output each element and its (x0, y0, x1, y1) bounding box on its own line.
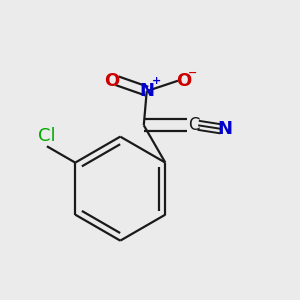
Text: N: N (218, 120, 232, 138)
Text: −: − (188, 68, 197, 78)
Text: O: O (176, 72, 191, 90)
Text: Cl: Cl (38, 127, 56, 145)
Text: +: + (152, 76, 161, 86)
Text: C: C (188, 116, 200, 134)
Text: N: N (139, 82, 154, 100)
Text: O: O (104, 72, 119, 90)
